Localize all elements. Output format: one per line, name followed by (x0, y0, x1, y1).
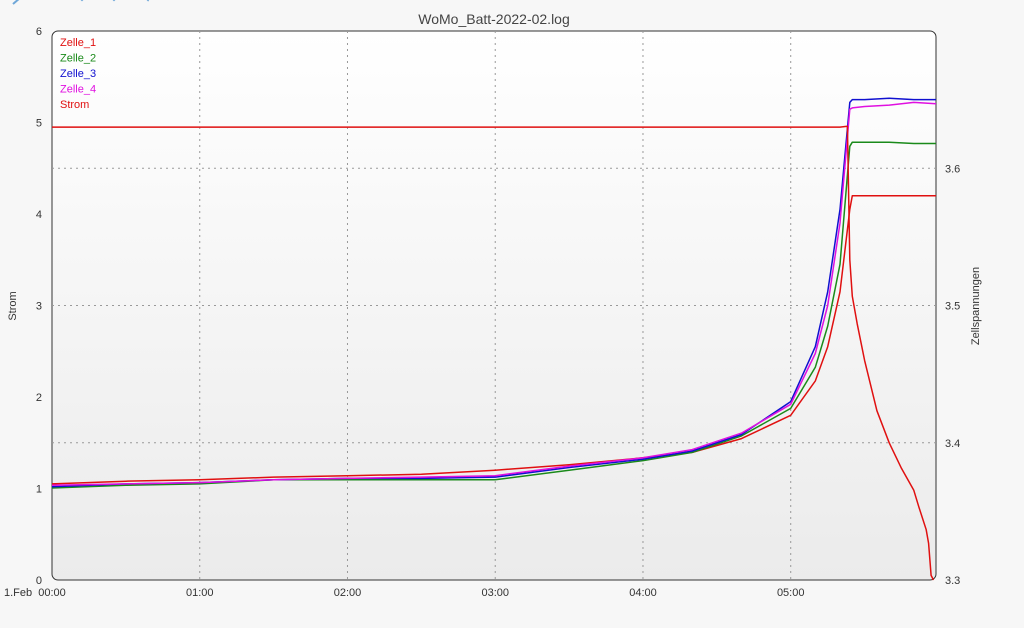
home-icon[interactable] (10, 0, 30, 6)
x-tick-label: 02:00 (334, 587, 362, 599)
series-group (51, 97, 937, 581)
y-right-tick-label: 3.4 (945, 438, 960, 450)
y-left-tick-label: 1 (36, 484, 42, 496)
ticks-group: 00:00 01:00 02:00 03:00 04:00 05:00 0 1 2 3 4 5 6 3.3… (36, 26, 960, 599)
y-left-tick-label: 4 (36, 209, 42, 221)
legend-entry-zelle_2: Zelle_2 (60, 53, 96, 65)
chart-title: WoMo_Batt-2022-02.log (418, 11, 570, 27)
x-tick-label: 00:00 (38, 587, 66, 599)
legend: Zelle_1 Zelle_2 Zelle_3 Zelle_4 Strom (60, 37, 96, 111)
x-tick-label: 03:00 (481, 587, 509, 599)
x-tick-label: 01:00 (186, 587, 214, 599)
y-left-tick-label: 0 (36, 575, 42, 587)
y-left-tick-label: 3 (36, 301, 42, 313)
y-right-tick-label: 3.6 (945, 163, 960, 175)
y-left-tick-label: 5 (36, 118, 42, 130)
y-left-tick-label: 6 (36, 26, 42, 38)
grid (52, 31, 936, 580)
legend-entry-zelle_4: Zelle_4 (60, 84, 96, 96)
y-axis-left-label: Strom (7, 291, 19, 320)
y-right-tick-label: 3.5 (945, 301, 960, 313)
y-right-tick-label: 3.3 (945, 575, 960, 587)
series-line-zelle_1 (51, 194, 936, 485)
legend-entry-zelle_3: Zelle_3 (60, 68, 96, 80)
series-line-zelle_4 (51, 101, 937, 487)
y-left-tick-label: 2 (36, 392, 42, 404)
legend-entry-strom: Strom (60, 99, 89, 111)
series-line-strom (52, 125, 935, 581)
legend-entry-zelle_1: Zelle_1 (60, 37, 96, 49)
y-axis-right-label: Zellspannungen (970, 267, 982, 345)
x-date-label: 1.Feb (4, 587, 32, 599)
x-tick-label: 04:00 (629, 587, 657, 599)
x-tick-label: 05:00 (777, 587, 805, 599)
